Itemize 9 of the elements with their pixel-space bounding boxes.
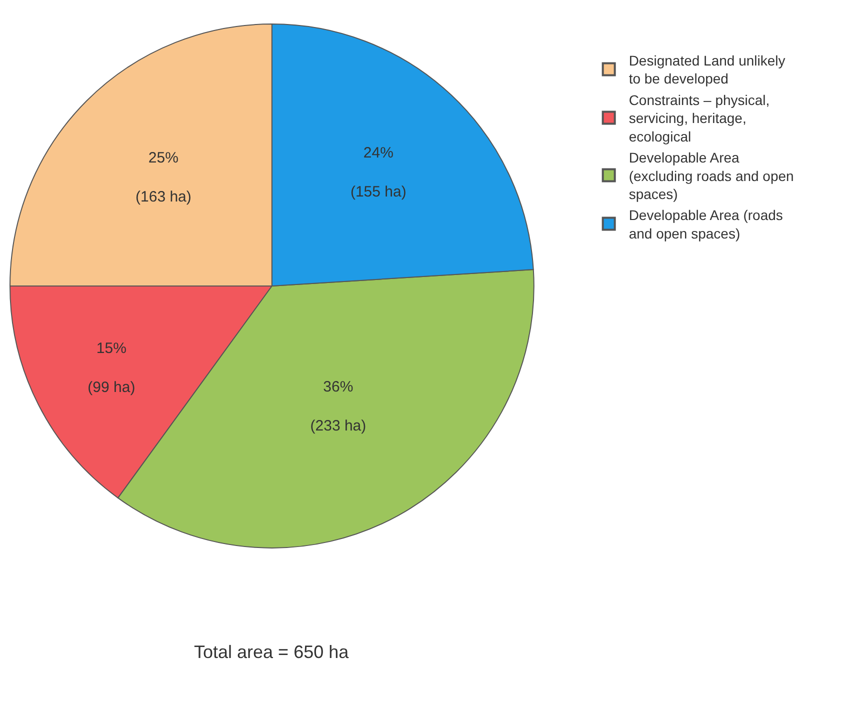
legend-label: Developable Area (excluding roads and open spaces) (628, 150, 794, 202)
text: 15% (99 ha) (88, 340, 136, 396)
legend-label: Constraints – physical, servicing, heritage, ecological (628, 92, 770, 144)
legend-label: Developable Area (roads and open spaces) (628, 207, 783, 242)
text: 36% (233 ha) (310, 378, 366, 435)
text: 24% (155 ha) (350, 144, 406, 201)
text: Total area = 650 ha (194, 642, 350, 662)
text: 25% (163 ha) (136, 149, 192, 206)
legend-label: Designated Land unlikely to be developed (628, 52, 786, 87)
